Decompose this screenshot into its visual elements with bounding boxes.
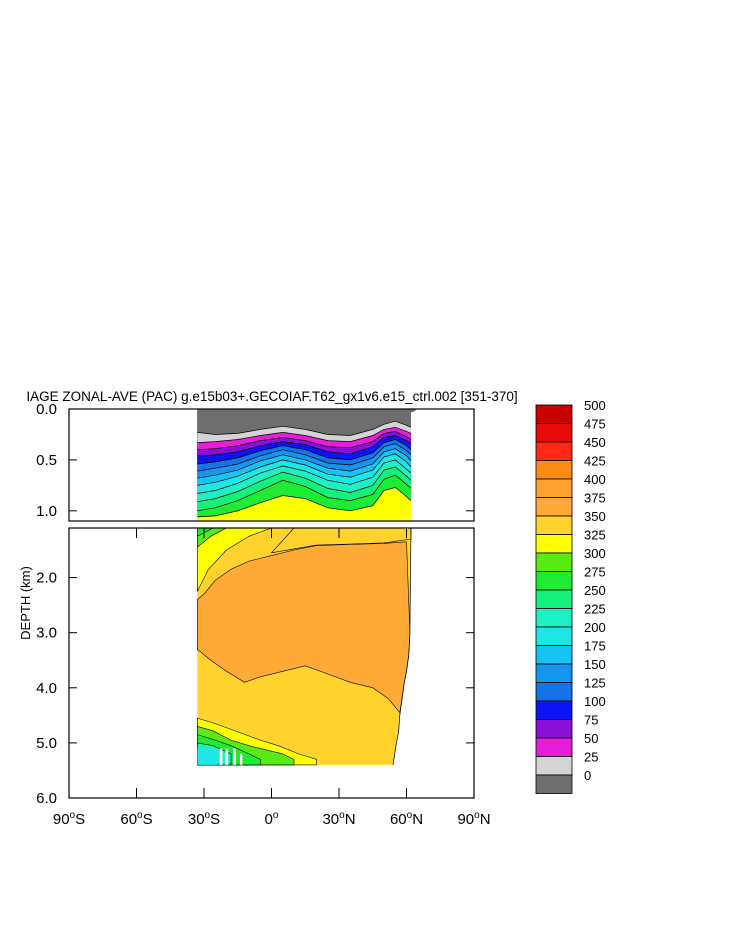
colorbar-swatch-275 xyxy=(535,571,573,591)
colorbar-swatch-150 xyxy=(535,663,573,683)
y-tick-label: 3.0 xyxy=(36,625,57,642)
contour-band-0-cap xyxy=(406,409,416,415)
contour-line-100 xyxy=(197,435,412,457)
colorbar-label: 500 xyxy=(584,398,606,413)
y-tick-label: 6.0 xyxy=(36,790,57,807)
colorbar-legend: 5004754504254003753503253002752502252001… xyxy=(535,398,606,794)
contour-band-300 xyxy=(197,528,227,548)
x-tick-label: 90oS xyxy=(53,810,85,828)
colorbar-label: 250 xyxy=(584,583,606,598)
colorbar-label: 150 xyxy=(584,657,606,672)
y-tick-label: 0.0 xyxy=(36,401,57,418)
colorbar-label: 375 xyxy=(584,491,606,506)
colorbar-swatch-25 xyxy=(535,756,573,776)
colorbar-swatch-250 xyxy=(535,589,573,609)
contour-line-275 xyxy=(197,474,412,512)
colorbar-swatch-75 xyxy=(535,719,573,739)
colorbar-label: 175 xyxy=(584,639,606,654)
chart-title: IAGE ZONAL-AVE (PAC) g.e15b03+.GECOIAF.T… xyxy=(26,389,517,404)
seafloor-notch-1 xyxy=(225,748,229,765)
colorbar-label: 25 xyxy=(584,750,598,765)
contour-band-0 xyxy=(197,409,411,436)
colorbar-label: 50 xyxy=(584,731,598,746)
colorbar-label: 325 xyxy=(584,528,606,543)
x-tick-label: 30oN xyxy=(322,810,355,828)
colorbar-swatch-375 xyxy=(535,497,573,517)
colorbar-swatch-475 xyxy=(535,423,573,443)
contour-line-175 xyxy=(197,448,412,479)
contour-band-200-deep xyxy=(197,748,218,765)
y-tick-label: 2.0 xyxy=(36,570,57,587)
colorbar-label: 450 xyxy=(584,435,606,450)
y-tick-label: 1.0 xyxy=(36,503,57,520)
seafloor-notch-3 xyxy=(240,753,243,765)
x-tick-label: 90oN xyxy=(457,810,490,828)
seafloor-notch-0 xyxy=(219,748,223,765)
colorbar-label: 350 xyxy=(584,509,606,524)
x-tick-label: 0o xyxy=(265,810,279,828)
contour-line-150 xyxy=(197,443,412,472)
contour-line-225 xyxy=(197,459,412,494)
axes: 90oS 60oS 30oS 0o 30oN 60oN 90oN 0.0 0.5 1.0 2.0 3.… xyxy=(36,401,490,828)
colorbar-label: 100 xyxy=(584,694,606,709)
upper-panel-frame xyxy=(68,408,475,522)
contour-line-25 xyxy=(197,420,412,436)
colorbar-swatch-225 xyxy=(535,608,573,628)
contour-line-75 xyxy=(197,431,412,451)
colorbar-swatch-125 xyxy=(535,682,573,702)
colorbar-swatch-500 xyxy=(535,404,573,424)
colorbar-label: 475 xyxy=(584,417,606,432)
colorbar-label: 225 xyxy=(584,602,606,617)
colorbar-swatch-50 xyxy=(535,737,573,757)
colorbar-label: 400 xyxy=(584,472,606,487)
seafloor-notch-2 xyxy=(233,748,236,765)
colorbar-swatch-350 xyxy=(535,515,573,535)
colorbar-swatch-400 xyxy=(535,478,573,498)
colorbar-label: 300 xyxy=(584,546,606,561)
colorbar-swatch-425 xyxy=(535,460,573,480)
colorbar-label: 200 xyxy=(584,620,606,635)
colorbar-label: 0 xyxy=(584,768,591,783)
y-axis-label: DEPTH (km) xyxy=(18,566,33,640)
contour-line-250 xyxy=(197,466,412,503)
colorbar-swatch-100 xyxy=(535,700,573,720)
contour-line-50 xyxy=(197,426,412,443)
colorbar-swatch-175 xyxy=(535,645,573,665)
upper-panel-contours xyxy=(197,409,474,521)
x-tick-label: 30oS xyxy=(188,810,220,828)
contour-line-200 xyxy=(197,453,412,486)
colorbar-swatch-300 xyxy=(535,552,573,572)
colorbar-label: 425 xyxy=(584,454,606,469)
x-tick-label: 60oN xyxy=(390,810,423,828)
contour-band-325 xyxy=(197,528,272,592)
y-tick-label: 0.5 xyxy=(36,452,57,469)
colorbar-swatch-200 xyxy=(535,626,573,646)
contour-band-275 xyxy=(197,528,214,537)
colorbar-label: 75 xyxy=(584,713,598,728)
lower-panel-contours xyxy=(197,528,412,766)
x-tick-label: 60oS xyxy=(120,810,152,828)
contour-line-300 xyxy=(197,487,412,518)
contour-line-east-wall xyxy=(392,528,412,765)
y-tick-label: 4.0 xyxy=(36,680,57,697)
colorbar-label: 125 xyxy=(584,676,606,691)
colorbar-swatch-0 xyxy=(535,774,573,794)
no-data-mask-east xyxy=(411,413,474,521)
colorbar-swatch-450 xyxy=(535,441,573,461)
colorbar-label: 275 xyxy=(584,565,606,580)
contour-line-125 xyxy=(197,439,412,465)
y-tick-label: 5.0 xyxy=(36,735,57,752)
colorbar-swatch-325 xyxy=(535,534,573,554)
